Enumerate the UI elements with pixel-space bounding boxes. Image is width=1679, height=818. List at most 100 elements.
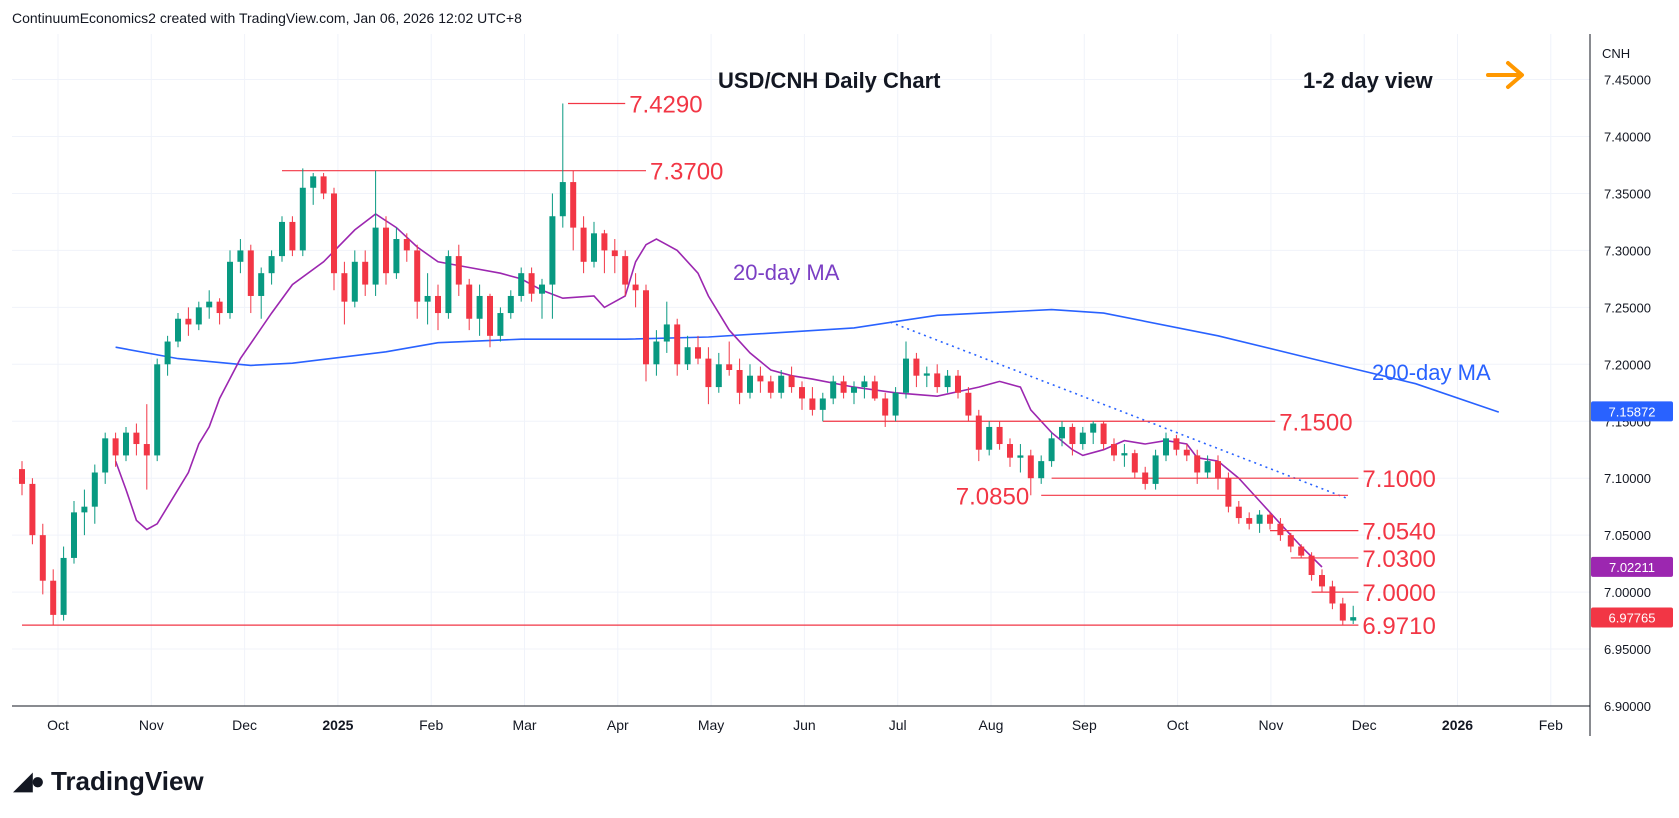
candle-body bbox=[123, 432, 129, 456]
candle bbox=[663, 301, 670, 353]
candle-body bbox=[310, 176, 317, 188]
candle-body bbox=[601, 233, 608, 251]
candle bbox=[1152, 449, 1159, 490]
candle-body bbox=[611, 250, 618, 257]
candle bbox=[310, 172, 317, 205]
candles-layer bbox=[19, 103, 1357, 626]
chart-header: ContinuumEconomics2 created with Trading… bbox=[12, 10, 522, 26]
candle bbox=[237, 239, 244, 274]
candle bbox=[279, 216, 285, 262]
candle bbox=[539, 278, 545, 319]
candle bbox=[955, 370, 961, 399]
candle bbox=[559, 103, 566, 228]
candle bbox=[1111, 438, 1117, 462]
candle bbox=[1100, 421, 1107, 450]
candle-body bbox=[539, 284, 545, 294]
candle-body bbox=[757, 375, 764, 382]
candle-body bbox=[424, 295, 431, 302]
candle-body bbox=[320, 176, 327, 194]
candle bbox=[788, 366, 795, 393]
candle-body bbox=[112, 438, 119, 456]
candle-body bbox=[71, 512, 77, 558]
candle bbox=[1048, 432, 1055, 467]
candle bbox=[331, 187, 337, 291]
view-label: 1-2 day view bbox=[1303, 68, 1434, 93]
candle-body bbox=[715, 364, 722, 388]
level-label: 7.1500 bbox=[1279, 409, 1352, 436]
brand[interactable]: ◢● TradingView bbox=[14, 766, 204, 797]
candle-body bbox=[1131, 453, 1138, 473]
candle-body bbox=[591, 233, 597, 262]
candle bbox=[91, 464, 98, 524]
ma20-label: 20-day MA bbox=[733, 260, 840, 285]
candle bbox=[289, 216, 296, 257]
candle bbox=[715, 352, 722, 393]
candle bbox=[674, 318, 681, 376]
candle bbox=[1027, 449, 1034, 496]
brand-name: TradingView bbox=[50, 766, 204, 796]
candle-body bbox=[466, 284, 473, 319]
x-tick-label: Jul bbox=[889, 717, 907, 733]
candle bbox=[1204, 455, 1211, 479]
level-label: 7.0300 bbox=[1362, 546, 1435, 573]
candle bbox=[1246, 512, 1253, 530]
level-label: 7.3700 bbox=[650, 159, 723, 186]
candle bbox=[840, 375, 847, 399]
candle bbox=[185, 307, 192, 336]
candle bbox=[81, 489, 88, 536]
level-label: 7.0000 bbox=[1362, 580, 1435, 607]
candle bbox=[164, 335, 171, 376]
candle bbox=[19, 461, 25, 496]
candle bbox=[684, 335, 691, 370]
candle-body bbox=[1194, 455, 1201, 473]
candle-body bbox=[195, 307, 202, 325]
candle-body bbox=[695, 347, 701, 359]
candle bbox=[622, 250, 629, 296]
candle-body bbox=[955, 375, 961, 393]
candle bbox=[206, 290, 213, 319]
candle-body bbox=[736, 370, 743, 393]
candle-body bbox=[809, 398, 816, 410]
x-tick-label: Feb bbox=[419, 717, 443, 733]
candle bbox=[1090, 421, 1097, 445]
candle-body bbox=[986, 426, 993, 450]
candle-body bbox=[1111, 444, 1117, 456]
candle bbox=[1319, 569, 1325, 593]
candle bbox=[372, 170, 379, 296]
candle-body bbox=[830, 381, 837, 399]
candle bbox=[383, 216, 389, 285]
candle-body bbox=[747, 375, 753, 393]
candle bbox=[268, 250, 275, 285]
candle-body bbox=[1350, 617, 1357, 621]
candle bbox=[1131, 449, 1138, 479]
candle bbox=[1298, 544, 1305, 558]
candle bbox=[653, 330, 660, 376]
candle-body bbox=[1090, 423, 1097, 433]
ma200-layer bbox=[115, 308, 1500, 413]
candle bbox=[227, 250, 233, 319]
candle-body bbox=[383, 227, 389, 274]
candle bbox=[393, 227, 400, 279]
candle bbox=[497, 307, 504, 342]
candle-body bbox=[206, 301, 213, 308]
candle bbox=[705, 347, 712, 405]
tradingview-logo-icon: ◢● bbox=[14, 768, 45, 795]
candle-body bbox=[247, 250, 254, 296]
y-tick-label: 7.35000 bbox=[1604, 186, 1651, 201]
candle bbox=[944, 370, 951, 393]
candle-body bbox=[268, 256, 275, 274]
candle bbox=[778, 370, 785, 399]
x-tick-label: Mar bbox=[512, 717, 536, 733]
candle-body bbox=[1048, 438, 1055, 462]
candle-body bbox=[965, 392, 972, 416]
candle-body bbox=[643, 290, 649, 365]
candle bbox=[1173, 434, 1180, 456]
arrow-right-icon bbox=[1486, 61, 1524, 89]
badges-layer: 7.15872 7.02211 6.97765 bbox=[1591, 401, 1673, 628]
level-label: 7.4290 bbox=[629, 91, 702, 118]
candle bbox=[341, 261, 348, 325]
candle bbox=[507, 290, 514, 319]
candle-body bbox=[570, 182, 577, 228]
candle-body bbox=[767, 381, 774, 393]
